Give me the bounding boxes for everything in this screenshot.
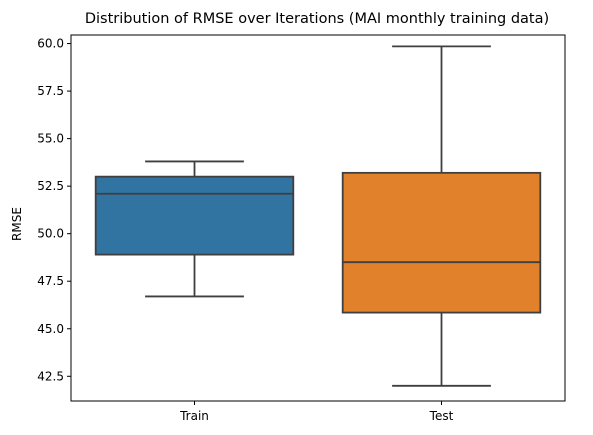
- y-tick-label: 55.0: [37, 132, 64, 146]
- y-tick-label: 57.5: [37, 84, 64, 98]
- box-test: [341, 171, 542, 314]
- y-tick-label: 45.0: [37, 322, 64, 336]
- y-tick-label: 47.5: [37, 274, 64, 288]
- x-tick-label-test: Test: [429, 409, 454, 423]
- plot-frame: [70, 34, 566, 402]
- y-tick-label: 42.5: [37, 369, 64, 383]
- chart-title: Distribution of RMSE over Iterations (MA…: [85, 11, 549, 27]
- y-tick-label: 50.0: [37, 227, 64, 241]
- y-axis-label: RMSE: [10, 207, 24, 241]
- y-tick-label: 52.5: [37, 179, 64, 193]
- box-train: [94, 175, 295, 256]
- plot-area: 42.5 45.0 47.5 50.0 52.5 55.0 57.5 60.0 Train Tes…: [37, 34, 566, 423]
- x-tick-label-train: Train: [179, 409, 209, 423]
- y-tick-label: 60.0: [37, 37, 64, 51]
